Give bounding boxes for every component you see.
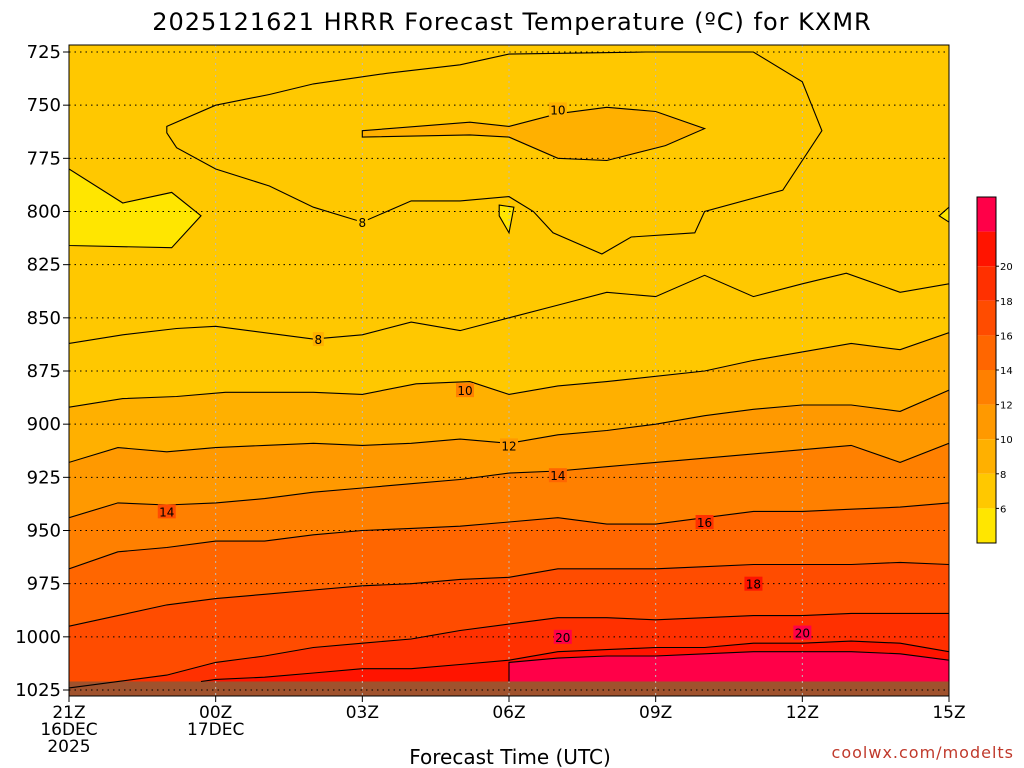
grid-lines <box>69 45 949 696</box>
x-tick-label: 12Z <box>786 703 819 723</box>
legend-swatch <box>977 335 996 370</box>
contour-fills <box>69 45 949 696</box>
x-tick-label: 15Z <box>932 703 965 723</box>
contour-label-bg <box>356 215 368 230</box>
contour-line-12-8 <box>69 442 949 519</box>
legend-label: 6 <box>1000 504 1006 515</box>
legend-label: 16 <box>1000 331 1013 342</box>
contour-line-16-10 <box>69 561 949 627</box>
x-tick-label: 00Z <box>199 703 232 723</box>
legend-swatch <box>977 231 996 267</box>
contour-line-6-4 <box>166 51 823 255</box>
x-tick-label: 17DEC <box>187 720 244 740</box>
contour-line-4-1 <box>938 206 949 223</box>
contour-fill-4-1 <box>939 207 949 223</box>
contour-labels: 8 10 8 12 10 14 14 16 18 20 20 <box>157 102 812 645</box>
contour-line-4-0 <box>69 168 202 249</box>
credit-link[interactable]: coolwx.com/modelts <box>832 743 1014 762</box>
legend-swatch <box>977 404 996 440</box>
contour-label-bg <box>793 625 812 640</box>
legend-swatch <box>977 473 996 509</box>
contour-lines <box>69 51 949 689</box>
contour-label: 10 <box>457 384 472 398</box>
contour-fill-8-6 <box>362 107 705 161</box>
x-tick-label: 16DEC <box>40 720 97 740</box>
contour-label-bg <box>500 438 518 453</box>
contour-label-bg <box>695 514 714 529</box>
contour-label-bg <box>548 468 567 483</box>
contour-label-bg <box>456 383 474 398</box>
legend-swatch <box>977 266 996 301</box>
y-tick-label: 1025 <box>15 680 61 701</box>
contour-line-22-13 <box>508 651 949 682</box>
contour-line-6-3 <box>69 272 949 344</box>
contour-label-bg <box>312 332 324 347</box>
contour-label: 12 <box>501 439 516 453</box>
contour-label-bg <box>744 576 763 591</box>
color-legend: 6 8 10 12 14 16 18 20 <box>976 196 1013 544</box>
contour-label: 20 <box>555 631 570 645</box>
x-tick-label: 03Z <box>346 703 379 723</box>
legend-label: 14 <box>1000 366 1013 377</box>
legend-label: 18 <box>1000 297 1013 308</box>
contour-label-bg <box>157 504 176 519</box>
y-tick-label: 975 <box>27 574 61 595</box>
contour-fill-6-4 <box>166 52 822 254</box>
contour-label-bg <box>553 629 572 644</box>
contour-line-8-6 <box>361 106 707 162</box>
contour-label-2: 20 <box>795 627 810 641</box>
y-tick-label: 1000 <box>15 627 61 648</box>
contour-label: 10 <box>550 103 565 117</box>
contour-label-bg <box>548 102 567 117</box>
y-tick-label: 900 <box>27 414 61 435</box>
contour-label: 16 <box>697 516 712 530</box>
legend-swatch <box>977 508 996 543</box>
y-tick-label: 725 <box>27 42 61 63</box>
legend-label: 20 <box>1000 262 1013 273</box>
y-tick-label: 825 <box>27 255 61 276</box>
contour-fill-4-0 <box>69 169 201 248</box>
y-tick-label: 950 <box>27 521 61 542</box>
contour-label: 8 <box>359 216 367 230</box>
y-tick-label: 800 <box>27 202 61 223</box>
contour-line-18-11 <box>69 612 949 689</box>
legend-label: 12 <box>1000 401 1013 412</box>
contour-line-14-9 <box>69 502 949 570</box>
y-axis: 725 750 775 800 825 850 875 900 925 950 975 1000 102… <box>15 42 69 701</box>
contour-label: 8 <box>315 333 323 347</box>
contour-line-4-2 <box>498 204 515 235</box>
y-tick-label: 775 <box>27 148 61 169</box>
x-tick-label: 06Z <box>492 703 525 723</box>
chart-title: 2025121621 HRRR Forecast Temperature (ºC… <box>152 8 871 36</box>
legend-swatch <box>977 370 996 405</box>
legend-swatch <box>977 439 996 474</box>
y-tick-label: 875 <box>27 361 61 382</box>
x-tick-label: 21Z <box>52 703 85 723</box>
x-axis-label: Forecast Time (UTC) <box>409 745 611 768</box>
contour-line-8-5 <box>69 332 949 408</box>
y-tick-label: 925 <box>27 467 61 488</box>
y-tick-label: 750 <box>27 95 61 116</box>
x-tick-label: 09Z <box>639 703 672 723</box>
x-tick-label: 2025 <box>47 737 90 757</box>
legend-label: 10 <box>1000 435 1013 446</box>
y-tick-label: 850 <box>27 308 61 329</box>
legend-swatch <box>977 300 996 336</box>
contour-line-20-12 <box>200 640 949 683</box>
contour-label: 14 <box>550 469 565 483</box>
contour-label: 14 <box>159 505 174 519</box>
legend-label: 8 <box>1000 470 1006 481</box>
legend-swatch <box>977 197 996 232</box>
contour-label: 18 <box>746 578 761 592</box>
